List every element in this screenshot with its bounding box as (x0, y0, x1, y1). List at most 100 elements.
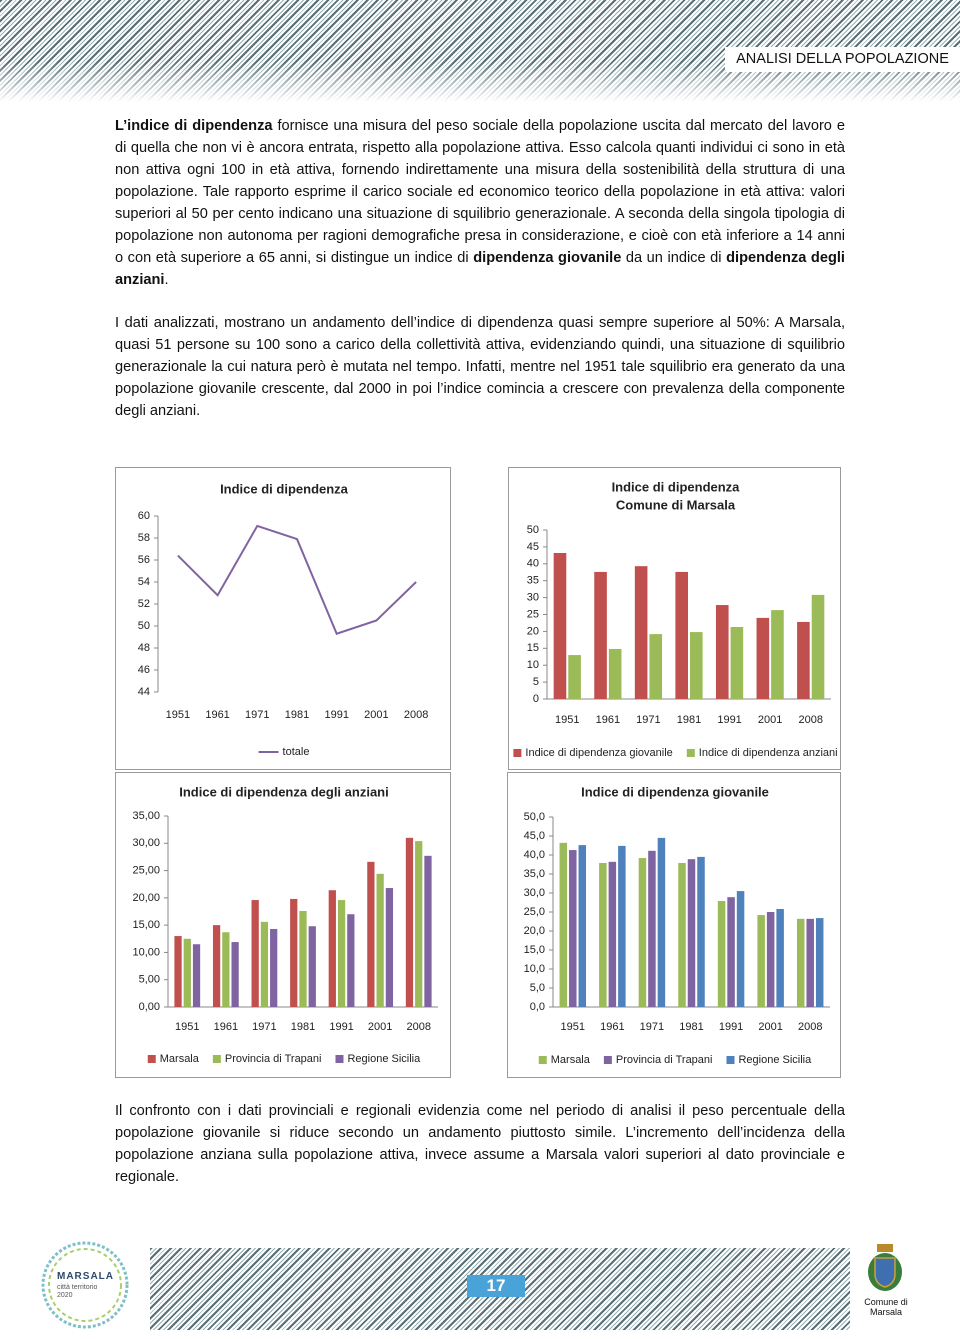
y-tick-label: 0,0 (530, 1001, 545, 1013)
x-tick-label: 1981 (285, 709, 309, 721)
x-tick-label: 1951 (561, 1021, 585, 1033)
x-tick-label: 1981 (679, 1021, 703, 1033)
crest-crown (877, 1244, 893, 1252)
legend-label: totale (283, 746, 310, 758)
x-tick-label: 1971 (636, 714, 660, 726)
x-tick-label: 1981 (291, 1021, 315, 1033)
x-tick-label: 2008 (798, 714, 822, 726)
logo-ring (41, 1241, 129, 1329)
legend-swatch (686, 749, 695, 757)
y-tick-label: 15,0 (524, 944, 545, 956)
legend-swatch (603, 1056, 612, 1064)
legend-swatch (147, 1055, 156, 1063)
bar (657, 837, 666, 1007)
bar (796, 918, 805, 1007)
bar (648, 850, 656, 1007)
bar (415, 841, 423, 1007)
bar (424, 855, 432, 1007)
legend-swatch (212, 1055, 221, 1063)
y-tick-label: 25,0 (524, 906, 545, 918)
bar (797, 621, 810, 699)
y-tick-label: 10 (527, 659, 539, 671)
bar (385, 888, 394, 1007)
y-tick-label: 25 (527, 608, 539, 620)
y-tick-label: 50 (527, 524, 539, 536)
text-run: dipendenza degli anziani (115, 250, 845, 288)
chart-title: Indice di dipendenza (220, 481, 349, 496)
y-tick-label: 35,00 (132, 810, 160, 822)
x-tick-label: 1971 (245, 709, 269, 721)
legend-label: Marsala (551, 1054, 591, 1066)
crest (868, 1244, 902, 1291)
header-title: ANALISI DELLA POPOLAZIONE (725, 47, 960, 72)
x-tick-label: 1951 (555, 714, 579, 726)
y-tick-label: 30,00 (132, 837, 160, 849)
bar (290, 898, 298, 1007)
bar (174, 936, 182, 1007)
logo-text: città territorio (57, 1284, 98, 1291)
y-tick-label: 58 (138, 532, 150, 544)
x-tick-label: 1991 (324, 709, 348, 721)
y-tick-label: 5,0 (530, 982, 545, 994)
chart-subtitle: Comune di Marsala (616, 497, 736, 512)
logo-ring (48, 1248, 122, 1322)
bar (594, 571, 607, 699)
bar (260, 921, 269, 1007)
logo-text: 2020 (57, 1292, 73, 1299)
x-tick-label: 2008 (406, 1021, 430, 1033)
x-tick-label: 2001 (364, 709, 388, 721)
y-tick-label: 52 (138, 598, 150, 610)
bar (337, 900, 346, 1007)
bar (376, 873, 384, 1007)
bar (212, 925, 221, 1007)
y-tick-label: 20,00 (132, 892, 160, 904)
bar (222, 932, 230, 1007)
bar (251, 900, 259, 1007)
bar (568, 655, 581, 699)
chart: Indice di dipendenza giovanile 0,0 5,0 10,0… (507, 772, 841, 1078)
bar (618, 845, 626, 1007)
logo: MARSALA città territorio 2020 (41, 1241, 129, 1329)
paragraph: I dati analizzati, mostrano un andamento… (115, 312, 845, 422)
legend-swatch (726, 1056, 735, 1064)
legend-label: Marsala (160, 1053, 200, 1065)
bar (569, 850, 577, 1007)
bar (687, 859, 696, 1007)
y-tick-label: 40,0 (524, 849, 545, 861)
y-tick-label: 56 (138, 554, 150, 566)
bar (299, 910, 307, 1007)
line-series (177, 524, 417, 635)
x-tick-label: 2008 (798, 1021, 822, 1033)
bar (608, 648, 622, 699)
bar (771, 610, 784, 699)
legend-label: Provincia di Trapani (225, 1053, 322, 1065)
chart: Indice di dipendenza Comune di Marsala 0 5 1… (508, 467, 841, 770)
bar (270, 928, 278, 1007)
x-tick-label: 1951 (166, 709, 190, 721)
bar (675, 571, 688, 699)
text-run: . (164, 272, 169, 288)
bar (649, 634, 663, 699)
y-tick-label: 10,00 (132, 946, 160, 958)
bar (697, 856, 705, 1007)
text-run: L’indice di dipendenza (115, 118, 273, 134)
text-run: I dati analizzati, mostrano un andamento… (115, 315, 845, 419)
bar (678, 862, 686, 1007)
x-tick-label: 1961 (214, 1021, 238, 1033)
bar (634, 566, 648, 699)
bar (599, 862, 607, 1007)
page-number: 17 (467, 1275, 525, 1297)
x-tick-label: 1951 (175, 1021, 199, 1033)
bar (328, 890, 336, 1007)
y-tick-label: 40 (527, 558, 539, 570)
y-tick-label: 50,0 (524, 811, 545, 823)
legend-label: Indice di dipendenza giovanile (525, 747, 672, 759)
bar (638, 858, 647, 1007)
logo-name: MARSALA (57, 1271, 114, 1282)
y-tick-label: 15,00 (132, 919, 160, 931)
y-tick-label: 30,0 (524, 887, 545, 899)
y-tick-label: 48 (138, 642, 150, 654)
bar (690, 632, 703, 699)
y-tick-label: 10,0 (524, 963, 545, 975)
bar (192, 944, 201, 1007)
